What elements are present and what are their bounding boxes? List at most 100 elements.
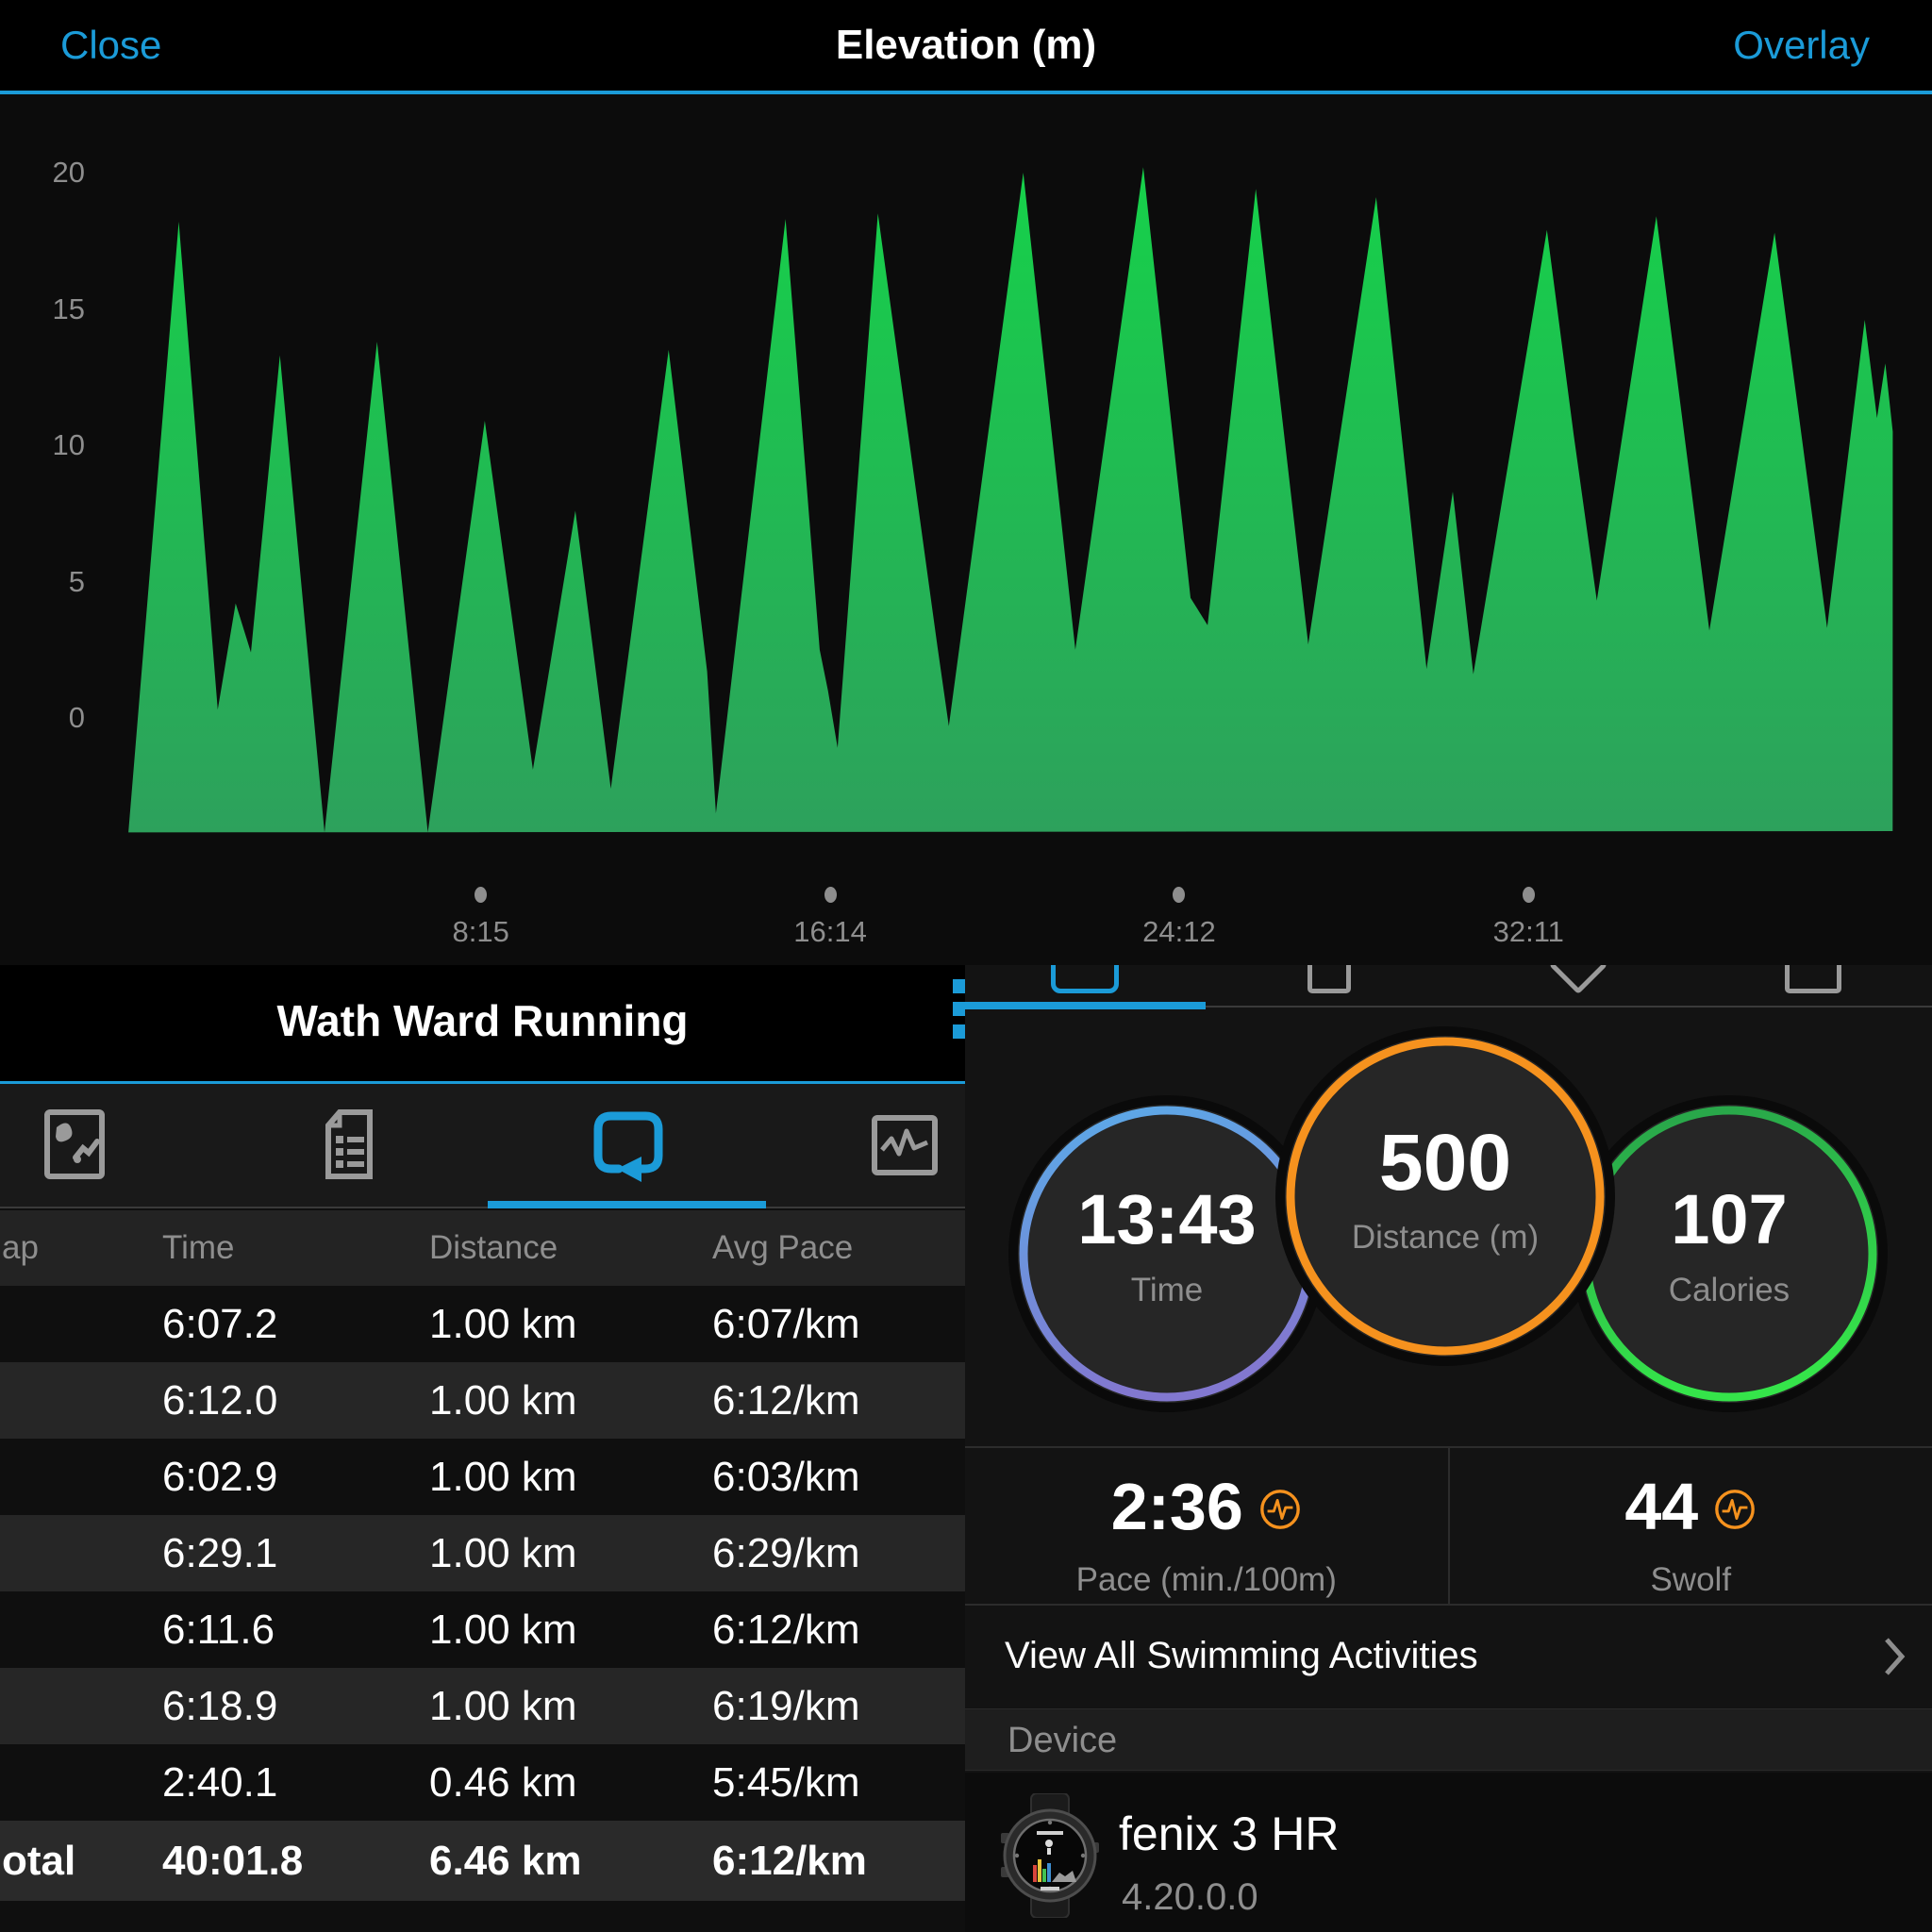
x-tick-dot — [824, 887, 837, 903]
elevation-chart[interactable]: 20 15 10 5 0 8:15 16:14 24:12 32:11 — [0, 94, 1932, 965]
overlay-button[interactable]: Overlay — [1733, 0, 1870, 91]
laps-loop-icon — [593, 1111, 663, 1182]
tab-details[interactable] — [309, 1105, 389, 1184]
distance-label: Distance (m) — [1351, 1219, 1540, 1257]
tab-map[interactable] — [34, 1105, 113, 1184]
calories-circle: 107 Calories — [1580, 1105, 1878, 1403]
lap-cell: 1.00 km — [429, 1529, 577, 1576]
total-time: 40:01.8 — [162, 1837, 304, 1884]
lap-row: 6:07.2 1.00 km 6:07/km — [0, 1286, 965, 1362]
tab-graphs[interactable] — [865, 1105, 944, 1184]
lap-cell: 6:12.0 — [162, 1376, 278, 1424]
lap-cell: 6:03/km — [712, 1453, 860, 1500]
lap-cell: 6:29/km — [712, 1529, 860, 1576]
lap-cell: 6:07/km — [712, 1300, 860, 1347]
lap-cell: 6:07.2 — [162, 1300, 278, 1347]
news-tab-icon[interactable] — [1785, 965, 1841, 993]
lap-cell: 1.00 km — [429, 1682, 577, 1729]
time-value: 13:43 — [1077, 1180, 1257, 1259]
lap-row: 6:11.6 1.00 km 6:12/km — [0, 1591, 965, 1668]
activity-title: Wath Ward Running — [276, 996, 689, 1045]
col-lap: ap — [2, 1229, 39, 1266]
intensity-icon — [1259, 1490, 1300, 1529]
chevron-right-icon — [1885, 1637, 1906, 1675]
calendar-tab-icon[interactable] — [1307, 965, 1351, 993]
lap-cell — [2, 1668, 143, 1744]
lap-row: 6:12.0 1.00 km 6:12/km — [0, 1362, 965, 1439]
running-activity-panel: Wath Ward Running — [0, 965, 965, 1932]
view-all-swimming-row[interactable]: View All Swimming Activities — [965, 1604, 1932, 1708]
lap-cell: 6:19/km — [712, 1682, 860, 1729]
lap-cell: 6:02.9 — [162, 1453, 278, 1500]
pace-value: 2:36 — [1110, 1470, 1243, 1543]
lap-cell: 6:18.9 — [162, 1682, 278, 1729]
lap-cell — [2, 1515, 143, 1591]
time-circle: 13:43 Time — [1018, 1105, 1316, 1403]
intensity-icon — [1715, 1490, 1756, 1529]
lap-cell — [2, 1591, 143, 1668]
col-time: Time — [162, 1229, 235, 1266]
time-label: Time — [1130, 1271, 1204, 1308]
distance-circle: 500 Distance (m) — [1285, 1036, 1606, 1357]
x-tick-dot — [475, 887, 488, 903]
lap-cell: 6:12/km — [712, 1606, 860, 1653]
col-distance: Distance — [429, 1229, 558, 1266]
laps-rows: 6:07.2 1.00 km 6:07/km 6:12.0 1.00 km 6:12/km… — [0, 1286, 965, 1821]
distance-value: 500 — [1378, 1117, 1512, 1207]
lap-row: 6:29.1 1.00 km 6:29/km — [0, 1515, 965, 1591]
lap-cell: 1.00 km — [429, 1453, 577, 1500]
distance-ring — [1286, 1037, 1605, 1356]
lap-cell — [2, 1286, 143, 1362]
menu-dashes-icon[interactable] — [953, 979, 965, 1047]
y-tick-label: 10 — [52, 428, 85, 461]
swolf-stat: 44 Swolf — [1447, 1448, 1932, 1604]
elevation-area-svg — [128, 167, 1893, 833]
swimming-summary-panel: 13:43 Time 500 Distance (m) — [965, 965, 1932, 1932]
lap-cell — [2, 1744, 143, 1821]
badge-tab-icon[interactable] — [1548, 965, 1608, 995]
stats-tab-icon[interactable] — [1051, 965, 1119, 993]
pace-label: Pace (min./100m) — [1075, 1561, 1337, 1598]
laps-table-header: ap Time Distance Avg Pace — [0, 1210, 965, 1286]
activity-graph-icon — [872, 1115, 938, 1175]
device-firmware: 4.20.0.0 — [1122, 1876, 1258, 1918]
total-pace: 6:12/km — [712, 1837, 867, 1884]
lap-cell: 6:12/km — [712, 1376, 860, 1424]
lap-cell: 6:29.1 — [162, 1529, 278, 1576]
lap-cell: 1.00 km — [429, 1606, 577, 1653]
x-tick-dot — [1522, 887, 1535, 903]
close-button[interactable]: Close — [60, 0, 161, 91]
tab-laps[interactable] — [589, 1105, 668, 1184]
view-all-label: View All Swimming Activities — [1005, 1635, 1478, 1676]
swim-secondary-stats: 2:36 Pace (min./100m) 44 Swolf — [965, 1446, 1932, 1606]
swim-tab-bar — [965, 965, 1932, 1009]
swim-summary-circles: 13:43 Time 500 Distance (m) — [965, 1009, 1932, 1448]
notes-icon — [325, 1109, 373, 1179]
tab-bar-divider — [0, 1207, 965, 1208]
device-name: fenix 3 HR — [1119, 1807, 1340, 1860]
total-distance: 6.46 km — [429, 1837, 582, 1884]
lap-row: 6:02.9 1.00 km 6:03/km — [0, 1439, 965, 1515]
y-tick-label: 0 — [68, 701, 85, 734]
active-tab-underline — [488, 1201, 766, 1208]
lap-row: 6:18.9 1.00 km 6:19/km — [0, 1668, 965, 1744]
map-route-icon — [44, 1109, 105, 1179]
lap-cell: 2:40.1 — [162, 1758, 278, 1806]
lap-cell: 0.46 km — [429, 1758, 577, 1806]
col-avg-pace: Avg Pace — [712, 1229, 854, 1266]
calories-value: 107 — [1671, 1180, 1788, 1259]
lap-cell: 6:11.6 — [162, 1606, 275, 1653]
x-tick-dot — [1173, 887, 1186, 903]
lap-cell: 5:45/km — [712, 1758, 860, 1806]
device-row[interactable]: fenix 3 HR 4.20.0.0 — [965, 1773, 1932, 1932]
laps-total-row: otal 40:01.8 6.46 km 6:12/km — [0, 1821, 965, 1901]
x-tick-label: 16:14 — [793, 915, 867, 948]
laps-table: ap Time Distance Avg Pace 6:07.2 1.00 km 6… — [0, 1210, 965, 1932]
device-section-header: Device — [965, 1708, 1932, 1771]
x-tick-label: 32:11 — [1492, 915, 1564, 948]
lap-cell — [2, 1362, 143, 1439]
x-tick-label: 8:15 — [452, 915, 509, 948]
activity-title-bar: Wath Ward Running — [0, 965, 965, 1081]
swim-tab-divider — [1206, 1006, 1932, 1008]
page-title: Elevation (m) — [835, 22, 1097, 68]
